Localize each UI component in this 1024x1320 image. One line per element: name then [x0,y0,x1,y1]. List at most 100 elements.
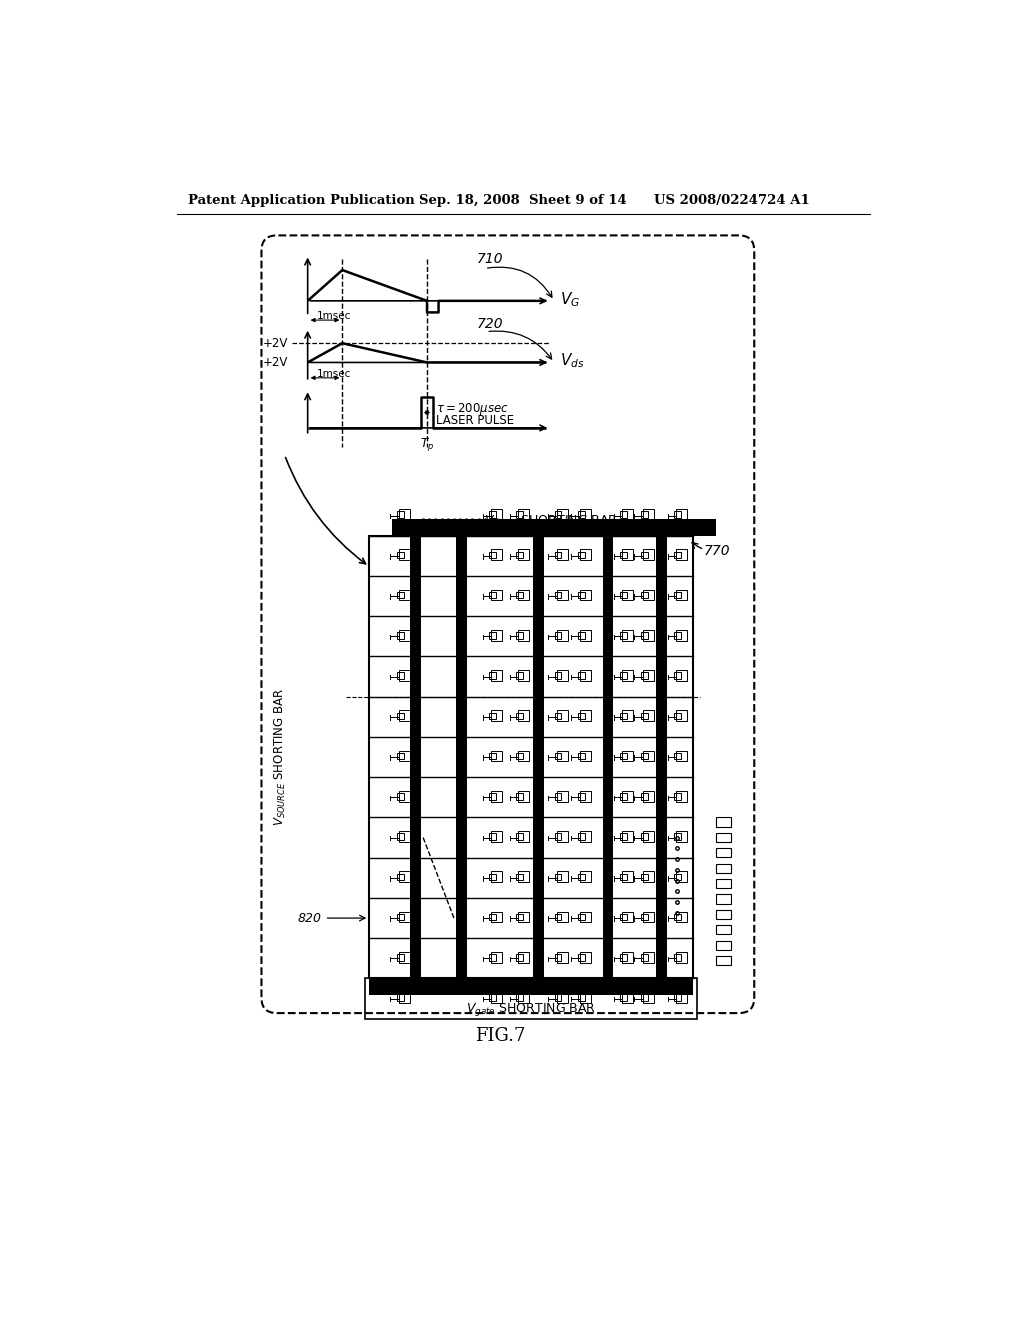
Bar [676,630,687,640]
Bar [518,751,529,762]
Bar [399,832,410,842]
Bar [399,751,410,762]
Bar [674,632,681,639]
Bar [641,511,647,517]
Bar [623,871,633,882]
Bar [641,954,647,961]
Bar [392,519,716,536]
Bar [641,672,647,678]
Bar [716,941,731,950]
Bar [641,994,647,1001]
Bar [621,874,627,880]
Bar [580,993,591,1003]
Bar [555,552,561,558]
Bar [578,833,585,840]
Bar [557,549,567,560]
Bar [399,590,410,601]
Bar [716,895,731,904]
Bar [578,591,585,598]
Text: LASER PULSE: LASER PULSE [436,414,514,428]
Bar [555,632,561,639]
Bar [518,871,529,882]
Bar [492,510,502,520]
Bar [578,552,585,558]
Bar [557,993,567,1003]
Bar [676,791,687,801]
Bar [492,630,502,640]
Bar [621,994,627,1001]
Bar [578,752,585,759]
Bar [643,710,654,721]
Bar [621,511,627,517]
Bar [580,871,591,882]
Bar [643,912,654,923]
Bar [676,832,687,842]
Bar [557,710,567,721]
Bar [399,993,410,1003]
Bar [578,511,585,517]
Bar [641,833,647,840]
Bar [516,752,523,759]
Bar [492,912,502,923]
Bar [676,710,687,721]
Bar [516,994,523,1001]
Bar [397,954,403,961]
Bar [518,630,529,640]
Text: +2V: +2V [263,337,289,350]
Bar [578,793,585,800]
Text: $V_{GATE}$ SHORTING BAR: $V_{GATE}$ SHORTING BAR [484,515,618,529]
Bar [516,833,523,840]
Bar [674,752,681,759]
Bar [716,817,731,826]
Bar [489,913,496,920]
Bar [674,511,681,517]
Bar [643,630,654,640]
Bar [716,849,731,858]
Bar [457,536,467,978]
Bar [643,510,654,520]
Bar [716,909,731,919]
Bar [623,912,633,923]
Bar [641,752,647,759]
Bar [555,874,561,880]
Bar [399,671,410,681]
Text: 1msec: 1msec [316,312,351,321]
Bar [716,956,731,965]
Bar [641,874,647,880]
Bar [397,793,403,800]
Bar [557,952,567,962]
Bar [578,874,585,880]
Bar [397,552,403,558]
Bar [674,793,681,800]
Bar [518,993,529,1003]
Bar [399,912,410,923]
Bar [397,591,403,598]
Bar [621,954,627,961]
Bar [676,549,687,560]
Bar [516,552,523,558]
Bar [557,791,567,801]
Bar [674,874,681,880]
Bar [489,793,496,800]
Bar [716,863,731,873]
Bar [676,871,687,882]
Bar [643,993,654,1003]
Bar [623,671,633,681]
Bar [557,751,567,762]
Text: FIG.7: FIG.7 [475,1027,525,1045]
Text: Sep. 18, 2008  Sheet 9 of 14: Sep. 18, 2008 Sheet 9 of 14 [419,194,627,207]
Bar [399,791,410,801]
Bar [410,536,421,978]
Bar [399,710,410,721]
Bar [534,536,544,978]
Bar [674,833,681,840]
Bar [366,978,696,1019]
Bar [516,713,523,719]
Bar [489,752,496,759]
Bar [557,630,567,640]
Bar [370,978,692,995]
Bar [492,590,502,601]
Bar [643,871,654,882]
Bar [621,672,627,678]
Bar [518,912,529,923]
